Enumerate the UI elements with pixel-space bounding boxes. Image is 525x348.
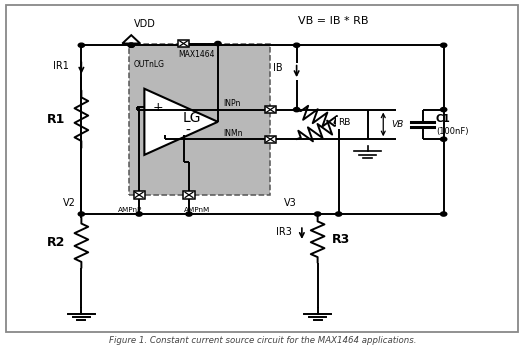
- Bar: [133, 191, 145, 198]
- Circle shape: [440, 108, 447, 112]
- Text: Figure 1. Constant current source circuit for the MAX1464 applications.: Figure 1. Constant current source circui…: [109, 336, 416, 345]
- Text: R2: R2: [47, 236, 65, 249]
- Text: R1: R1: [47, 113, 65, 126]
- Polygon shape: [122, 35, 140, 44]
- Bar: [184, 191, 195, 198]
- Text: (100nF): (100nF): [436, 127, 468, 136]
- Circle shape: [335, 212, 342, 216]
- Circle shape: [78, 43, 85, 47]
- Bar: [265, 106, 276, 113]
- Text: OUTnLG: OUTnLG: [134, 60, 165, 69]
- Circle shape: [314, 212, 321, 216]
- FancyBboxPatch shape: [129, 44, 270, 195]
- Circle shape: [293, 108, 300, 112]
- Circle shape: [136, 212, 142, 216]
- Circle shape: [215, 41, 221, 46]
- Text: INPn: INPn: [223, 99, 240, 108]
- Text: -: -: [185, 124, 190, 137]
- Circle shape: [186, 212, 192, 216]
- Text: C1: C1: [436, 114, 450, 124]
- Circle shape: [440, 212, 447, 216]
- Text: VB = IB * RB: VB = IB * RB: [298, 16, 369, 26]
- Bar: [178, 40, 189, 47]
- Text: VB: VB: [391, 120, 403, 129]
- Circle shape: [128, 43, 134, 47]
- Circle shape: [440, 43, 447, 47]
- Text: IR1: IR1: [54, 61, 69, 71]
- Text: +: +: [152, 101, 163, 114]
- Circle shape: [440, 137, 447, 141]
- Text: AMPnP: AMPnP: [118, 207, 142, 213]
- Circle shape: [78, 212, 85, 216]
- Text: V2: V2: [63, 198, 76, 208]
- Circle shape: [128, 43, 134, 47]
- Text: R3: R3: [332, 233, 351, 246]
- Text: MAX1464: MAX1464: [178, 50, 215, 60]
- Bar: [265, 135, 276, 143]
- Circle shape: [293, 43, 300, 47]
- Text: LG: LG: [183, 111, 201, 125]
- Text: RB: RB: [338, 118, 350, 127]
- Text: AMPnM: AMPnM: [184, 207, 210, 213]
- Text: IR3: IR3: [276, 227, 291, 237]
- Text: IB: IB: [274, 63, 283, 73]
- Text: V3: V3: [284, 198, 297, 208]
- Text: INMn: INMn: [223, 129, 243, 138]
- Text: VDD: VDD: [134, 19, 156, 29]
- Polygon shape: [144, 89, 218, 155]
